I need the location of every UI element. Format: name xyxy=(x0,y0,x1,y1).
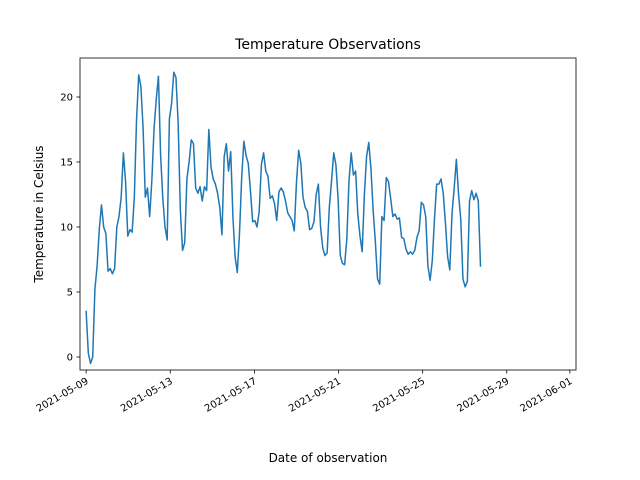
y-axis-ticks: 0 5 10 15 20 xyxy=(60,93,80,364)
axes-frame xyxy=(79,57,577,371)
x-axis-label: Date of observation xyxy=(269,451,388,465)
y-tick-label: 15 xyxy=(60,158,73,169)
y-tick-label: 0 xyxy=(67,353,73,364)
y-tick-label: 20 xyxy=(60,93,73,104)
y-axis-label: Temperature in Celsius xyxy=(32,145,46,283)
axes-background xyxy=(80,58,576,370)
plot-area xyxy=(79,57,577,371)
y-tick-label: 10 xyxy=(60,223,73,234)
y-tick-label: 5 xyxy=(67,288,73,299)
series-line-temperature xyxy=(85,71,482,365)
chart-title: Temperature Observations xyxy=(234,37,421,53)
